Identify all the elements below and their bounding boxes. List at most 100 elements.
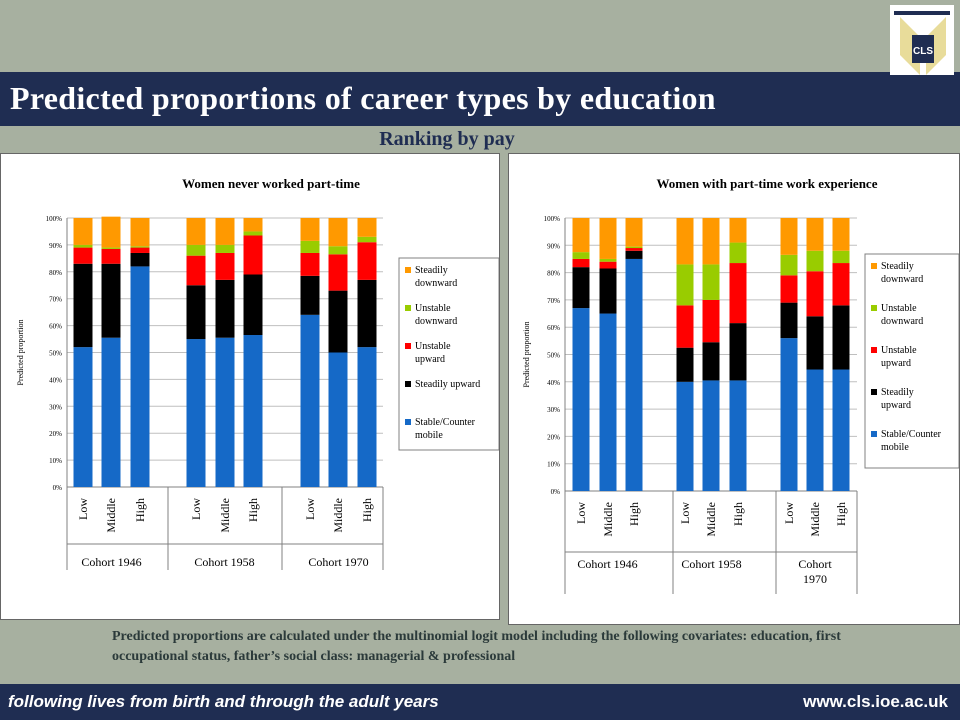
bar-segment xyxy=(101,216,121,248)
bar-segment xyxy=(676,264,694,306)
y-tick-label: 70% xyxy=(49,296,62,304)
bar-segment xyxy=(702,264,720,300)
bar-segment xyxy=(243,235,263,275)
bar-segment xyxy=(73,263,93,348)
bar-segment xyxy=(625,258,643,491)
bar-segment xyxy=(130,218,150,247)
x-tick-label: Low xyxy=(678,502,692,524)
bar-segment xyxy=(357,242,377,280)
legend-swatch xyxy=(871,389,877,395)
legend-swatch xyxy=(405,381,411,387)
bar-segment xyxy=(780,302,798,339)
bar-segment xyxy=(780,338,798,491)
x-tick-label: High xyxy=(246,498,260,522)
bar-segment xyxy=(130,247,150,253)
bar-segment xyxy=(101,263,121,338)
bar-segment xyxy=(832,305,850,370)
bar-segment xyxy=(243,274,263,336)
bar-segment xyxy=(832,250,850,264)
bar-segment xyxy=(599,218,617,259)
bar-segment xyxy=(625,250,643,259)
legend-swatch xyxy=(405,343,411,349)
x-tick-label: High xyxy=(731,502,745,526)
group-label: Cohort 1970 xyxy=(798,557,832,586)
footer-url[interactable]: www.cls.ioe.ac.uk xyxy=(803,692,948,711)
bar-segment xyxy=(73,247,93,264)
bar-segment xyxy=(300,275,320,315)
bar-segment xyxy=(806,250,824,272)
chart-part-time-experience: Women with part-time work experience 0% 10… xyxy=(522,176,959,594)
bar-segment xyxy=(625,246,643,249)
y-tick-label: 50% xyxy=(547,352,560,360)
bar-segment xyxy=(328,290,348,353)
footer-tagline: following lives from birth and through t… xyxy=(8,692,439,711)
bar-segment xyxy=(130,252,150,267)
bar-segment xyxy=(625,218,643,247)
legend-swatch xyxy=(405,419,411,425)
chart-title: Women never worked part-time xyxy=(182,176,360,191)
y-tick-label: 0% xyxy=(53,484,63,492)
bar-segment xyxy=(215,218,235,245)
bar-segment xyxy=(806,316,824,370)
group-label: Cohort 1958 xyxy=(194,555,254,569)
bar-segment xyxy=(357,279,377,348)
bar-segment xyxy=(73,347,93,487)
bar-segment xyxy=(300,218,320,241)
x-tick-label: High xyxy=(133,498,147,522)
legend-swatch xyxy=(871,263,877,269)
bar-segment xyxy=(832,218,850,251)
legend-box xyxy=(864,253,959,469)
bar-segment xyxy=(572,267,590,309)
bar-segment xyxy=(243,335,263,487)
chart-never-part-time: Women never worked part-time 0% 10% 20% 30% 4… xyxy=(16,176,499,570)
bar-segment xyxy=(702,299,720,343)
x-tick-label: Low xyxy=(782,502,796,524)
y-tick-label: 20% xyxy=(49,430,62,438)
header-bar xyxy=(0,72,960,126)
bar-segment xyxy=(729,263,747,324)
x-tick-label: Middle xyxy=(218,498,232,533)
bar-segment xyxy=(572,258,590,268)
chart-panel-never-part-time: Women never worked part-time 0% 10% 20% 30% 4… xyxy=(0,153,500,620)
group-label: Cohort 1970 xyxy=(308,555,368,569)
bar-segment xyxy=(186,255,206,286)
bar-segment xyxy=(780,254,798,276)
bar-segment xyxy=(186,339,206,487)
bar-segment xyxy=(676,218,694,265)
page-title: Predicted proportions of career types by… xyxy=(10,80,716,116)
bar-segment xyxy=(806,218,824,251)
group-label: Cohort 1946 xyxy=(81,555,141,569)
bar-segment xyxy=(702,380,720,491)
bar-segment xyxy=(186,285,206,340)
legend-swatch xyxy=(871,305,877,311)
y-axis-label: Predicted proportion xyxy=(522,322,531,388)
x-tick-label: Middle xyxy=(808,502,822,537)
bar-segment xyxy=(676,347,694,382)
bar-segment xyxy=(702,218,720,265)
cls-logo-mark: CLS xyxy=(894,11,950,75)
x-tick-label: Low xyxy=(189,498,203,520)
bar-segment xyxy=(300,252,320,276)
legend-label: Unstable upward xyxy=(881,345,917,369)
bar-segment xyxy=(676,305,694,348)
x-tick-label: Low xyxy=(76,498,90,520)
bar-segment xyxy=(215,279,235,338)
footnote: Predicted proportions are calculated und… xyxy=(112,629,841,664)
bar-segment xyxy=(328,218,348,247)
legend-label: Unstable downward xyxy=(415,303,457,327)
bar-segment xyxy=(357,347,377,487)
bar-segment xyxy=(357,218,377,237)
legend-label: Unstable downward xyxy=(881,303,923,327)
x-tick-label: High xyxy=(360,498,374,522)
legend-swatch xyxy=(871,347,877,353)
group-label: Cohort 1958 xyxy=(681,557,741,571)
y-tick-label: 10% xyxy=(547,461,560,469)
y-tick-label: 50% xyxy=(49,350,62,358)
bar-segment xyxy=(729,323,747,381)
bar-segment xyxy=(101,248,121,264)
y-tick-label: 60% xyxy=(49,323,62,331)
legend-label: Stable/Counter mobile xyxy=(881,429,942,453)
legend-label: Steadily upward xyxy=(415,379,480,390)
legend-label: Stable/Counter mobile xyxy=(415,417,476,441)
bar-segment xyxy=(328,254,348,291)
